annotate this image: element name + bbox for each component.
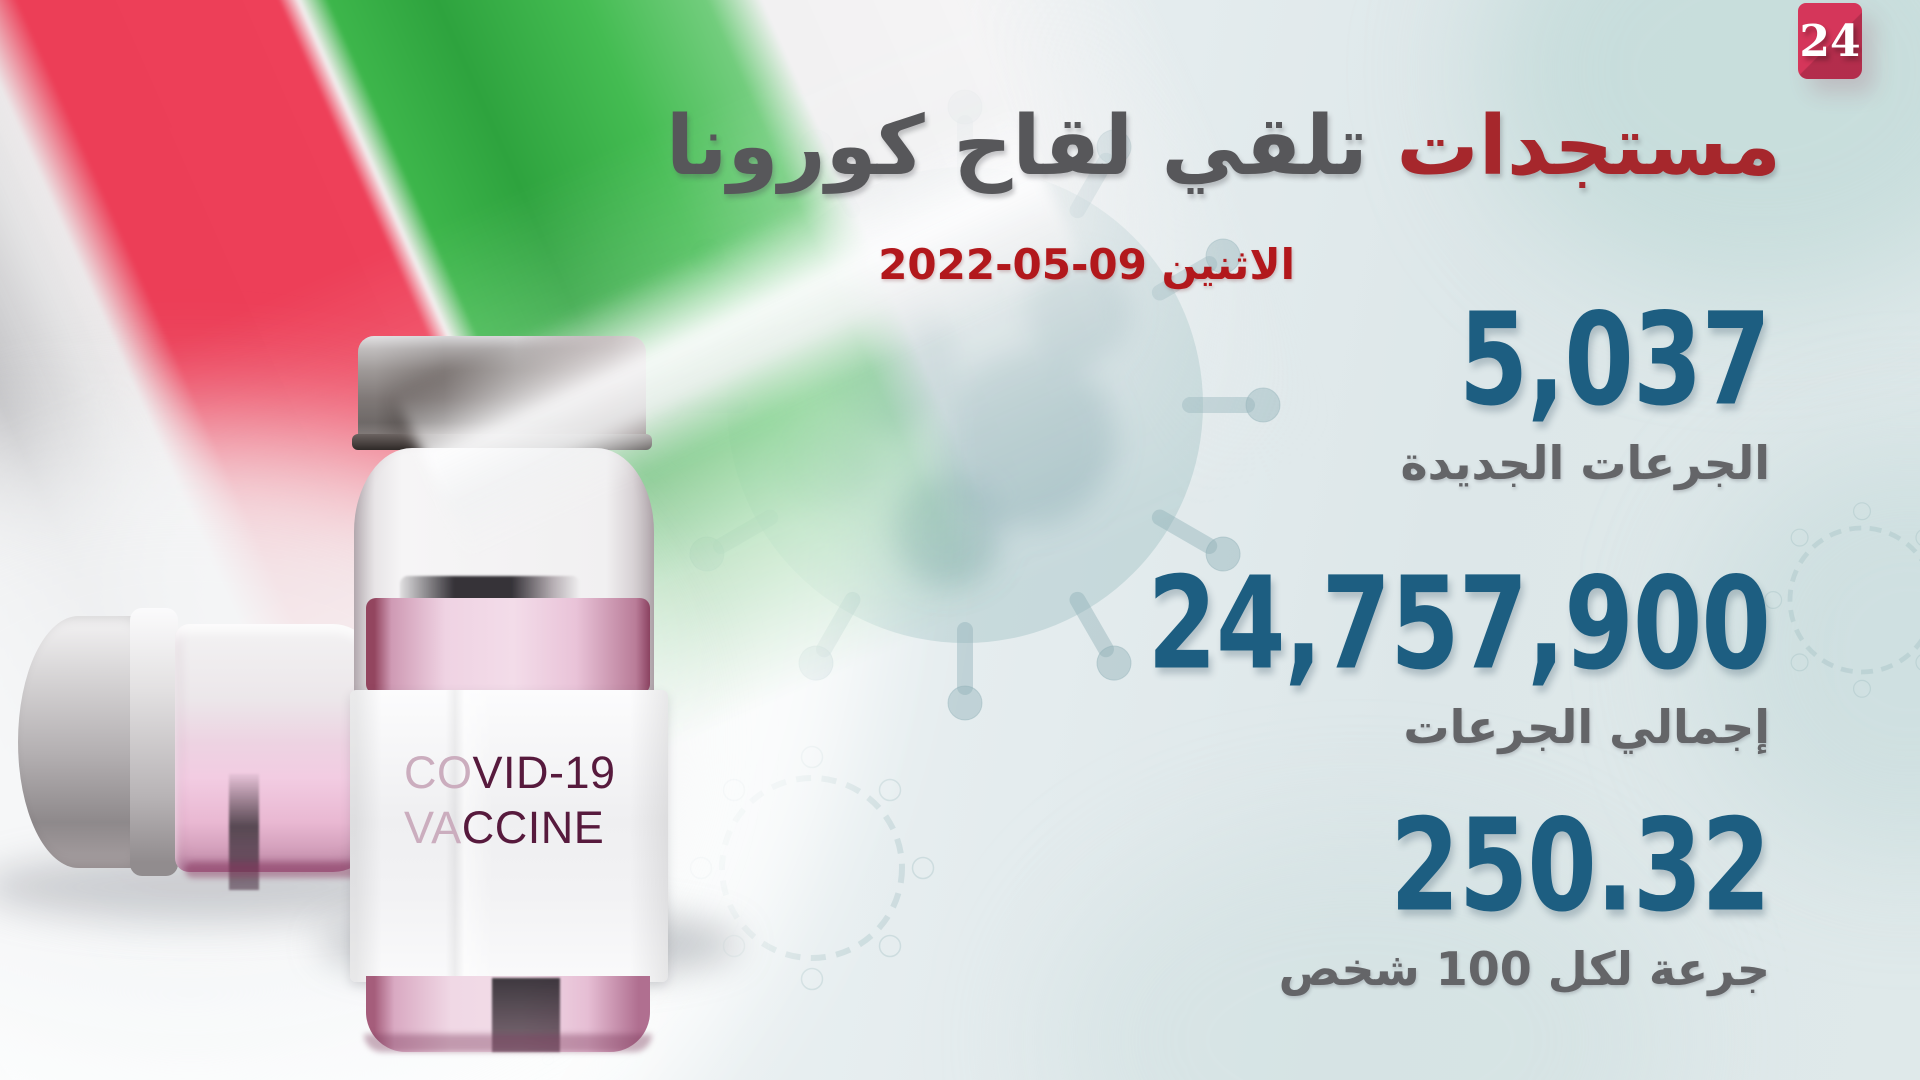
- vial-cap: [18, 616, 150, 868]
- page-title-highlight: مستجدات: [1396, 99, 1781, 194]
- vial-top-liquid: [366, 598, 650, 694]
- date-line: الاثنين 2022-05-09: [878, 240, 1295, 289]
- page-title: مستجدات تلقي لقاح كورونا: [666, 96, 1781, 199]
- vial-bottom-dark-band: [492, 978, 560, 1052]
- stat-doses-per-100: 250.32 جرعة لكل 100 شخص: [1278, 790, 1771, 996]
- virus-ghost-3: [1765, 503, 1920, 697]
- vial-liquid-line: [185, 862, 375, 878]
- stat-total-doses: 24,757,900 إجمالي الجرعات: [1147, 548, 1771, 754]
- stat-new-doses-label: الجرعات الجديدة: [1400, 436, 1770, 490]
- stat-new-doses-value: 5,037: [1458, 284, 1771, 435]
- vial-label-text: COVID-19 VACCINE: [350, 690, 668, 856]
- vial-bottom-rim: [364, 1034, 652, 1052]
- page-title-rest: تلقي لقاح كورونا: [665, 99, 1368, 194]
- vial-label-co: CO: [404, 747, 473, 798]
- stat-new-doses: 5,037 الجرعات الجديدة: [1400, 284, 1771, 490]
- stat-total-doses-label: إجمالي الجرعات: [1403, 700, 1770, 754]
- vial-label-ccine: CCINE: [461, 801, 605, 853]
- stat-doses-per-100-label: جرعة لكل 100 شخص: [1278, 942, 1770, 996]
- stat-doses-per-100-value: 250.32: [1390, 790, 1771, 941]
- vial-label-va: VA: [404, 801, 462, 853]
- vial-cap-flange: [130, 608, 178, 876]
- vial-paper-label: COVID-19 VACCINE: [350, 690, 668, 982]
- channel-24-logo-text: 24: [1799, 15, 1861, 67]
- vial-dark-band: [229, 774, 259, 890]
- vial-label-vid19: VID-19: [472, 747, 616, 798]
- date-value: 2022-05-09: [878, 240, 1147, 289]
- stat-total-doses-value: 24,757,900: [1147, 548, 1771, 699]
- channel-24-logo: 24: [1798, 3, 1862, 79]
- date-day: الاثنين: [1161, 240, 1295, 289]
